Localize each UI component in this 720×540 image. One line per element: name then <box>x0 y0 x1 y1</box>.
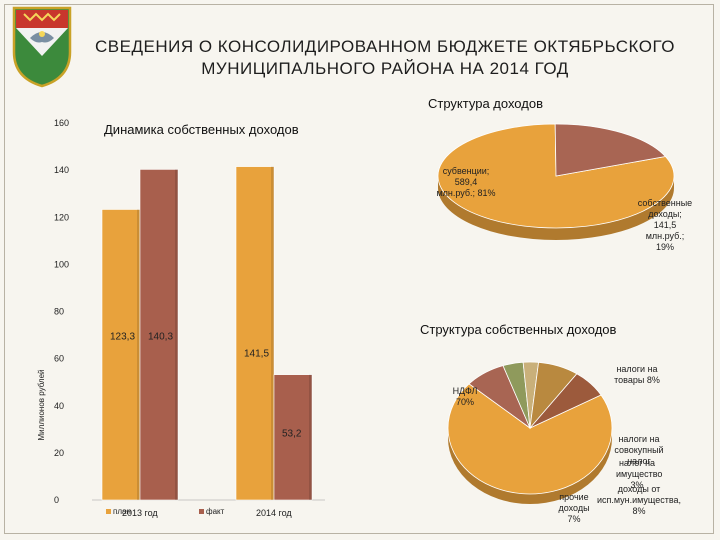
pie2-title: Структура собственных доходов <box>420 322 617 337</box>
pie2-label-property-tax: налог на имущество 3% <box>616 458 663 490</box>
bar-y-axis-label: Миллионов рублей <box>37 370 46 441</box>
bar-shade <box>309 374 312 500</box>
x-tick-label: 2014 год <box>256 508 292 518</box>
pie2-label-other: прочие доходы 7% <box>558 492 590 524</box>
bar-shade <box>175 169 178 500</box>
x-tick-label: 2013 год <box>122 508 158 518</box>
bar-факт-1 <box>273 374 313 501</box>
legend-label-fact: факт <box>206 507 225 516</box>
pie2-label-goods-tax: налоги на товары 8% <box>614 364 660 385</box>
pie1-label-own-income: собственные доходы; 141,5 млн.руб.; 19% <box>637 198 693 252</box>
pie2-label-aggregate-tax: налоги на совокупный налог <box>614 434 664 466</box>
y-tick-label: 140 <box>54 165 69 175</box>
bar-shade <box>271 166 274 500</box>
bar-data-label: 123,3 <box>110 331 135 342</box>
pie2-label-ndfl: НДФЛ 70% <box>452 386 478 407</box>
pie2-slice-5 <box>529 373 602 429</box>
bar-data-label: 140,3 <box>148 331 173 342</box>
y-tick-label: 120 <box>54 212 69 222</box>
y-tick-label: 100 <box>54 259 69 269</box>
bar-факт-0 <box>139 169 179 501</box>
legend-swatch-fact <box>199 509 204 514</box>
legend-label-plan: план <box>113 507 131 516</box>
bar-chart-title: Динамика собственных доходов <box>104 122 299 137</box>
y-tick-label: 60 <box>54 354 64 364</box>
y-tick-label: 40 <box>54 401 64 411</box>
pie1-slice-1 <box>554 123 667 177</box>
coat-of-arms-emblem <box>12 6 72 88</box>
pie2-label-municipal-property: доходы от исп.мун.имущества, 8% <box>596 484 682 516</box>
y-tick-label: 20 <box>54 448 64 458</box>
y-tick-label: 0 <box>54 495 59 505</box>
bar-план-1 <box>235 166 275 501</box>
pie1-chart <box>437 123 675 240</box>
pie2-slice-0 <box>447 383 613 495</box>
y-tick-label: 160 <box>54 118 69 128</box>
bar-shade <box>137 209 140 500</box>
bar-data-label: 53,2 <box>282 429 302 440</box>
pie2-chart <box>447 361 613 504</box>
pie1-label-subvention: субвенции; 589,4 млн.руб.; 81% <box>436 166 496 198</box>
pie1-title: Структура доходов <box>428 96 543 111</box>
slide-frame <box>4 4 714 534</box>
bar-data-label: 141,5 <box>244 349 269 360</box>
legend-swatch-plan <box>106 509 111 514</box>
bar-план-0 <box>101 209 141 501</box>
y-tick-label: 80 <box>54 307 64 317</box>
bar-chart: Миллионов рублей 0 20 40 60 80 100 120 140 160 12… <box>37 118 325 518</box>
page-title: СВЕДЕНИЯ О КОНСОЛИДИРОВАННОМ БЮДЖЕТЕ ОКТ… <box>95 37 675 78</box>
